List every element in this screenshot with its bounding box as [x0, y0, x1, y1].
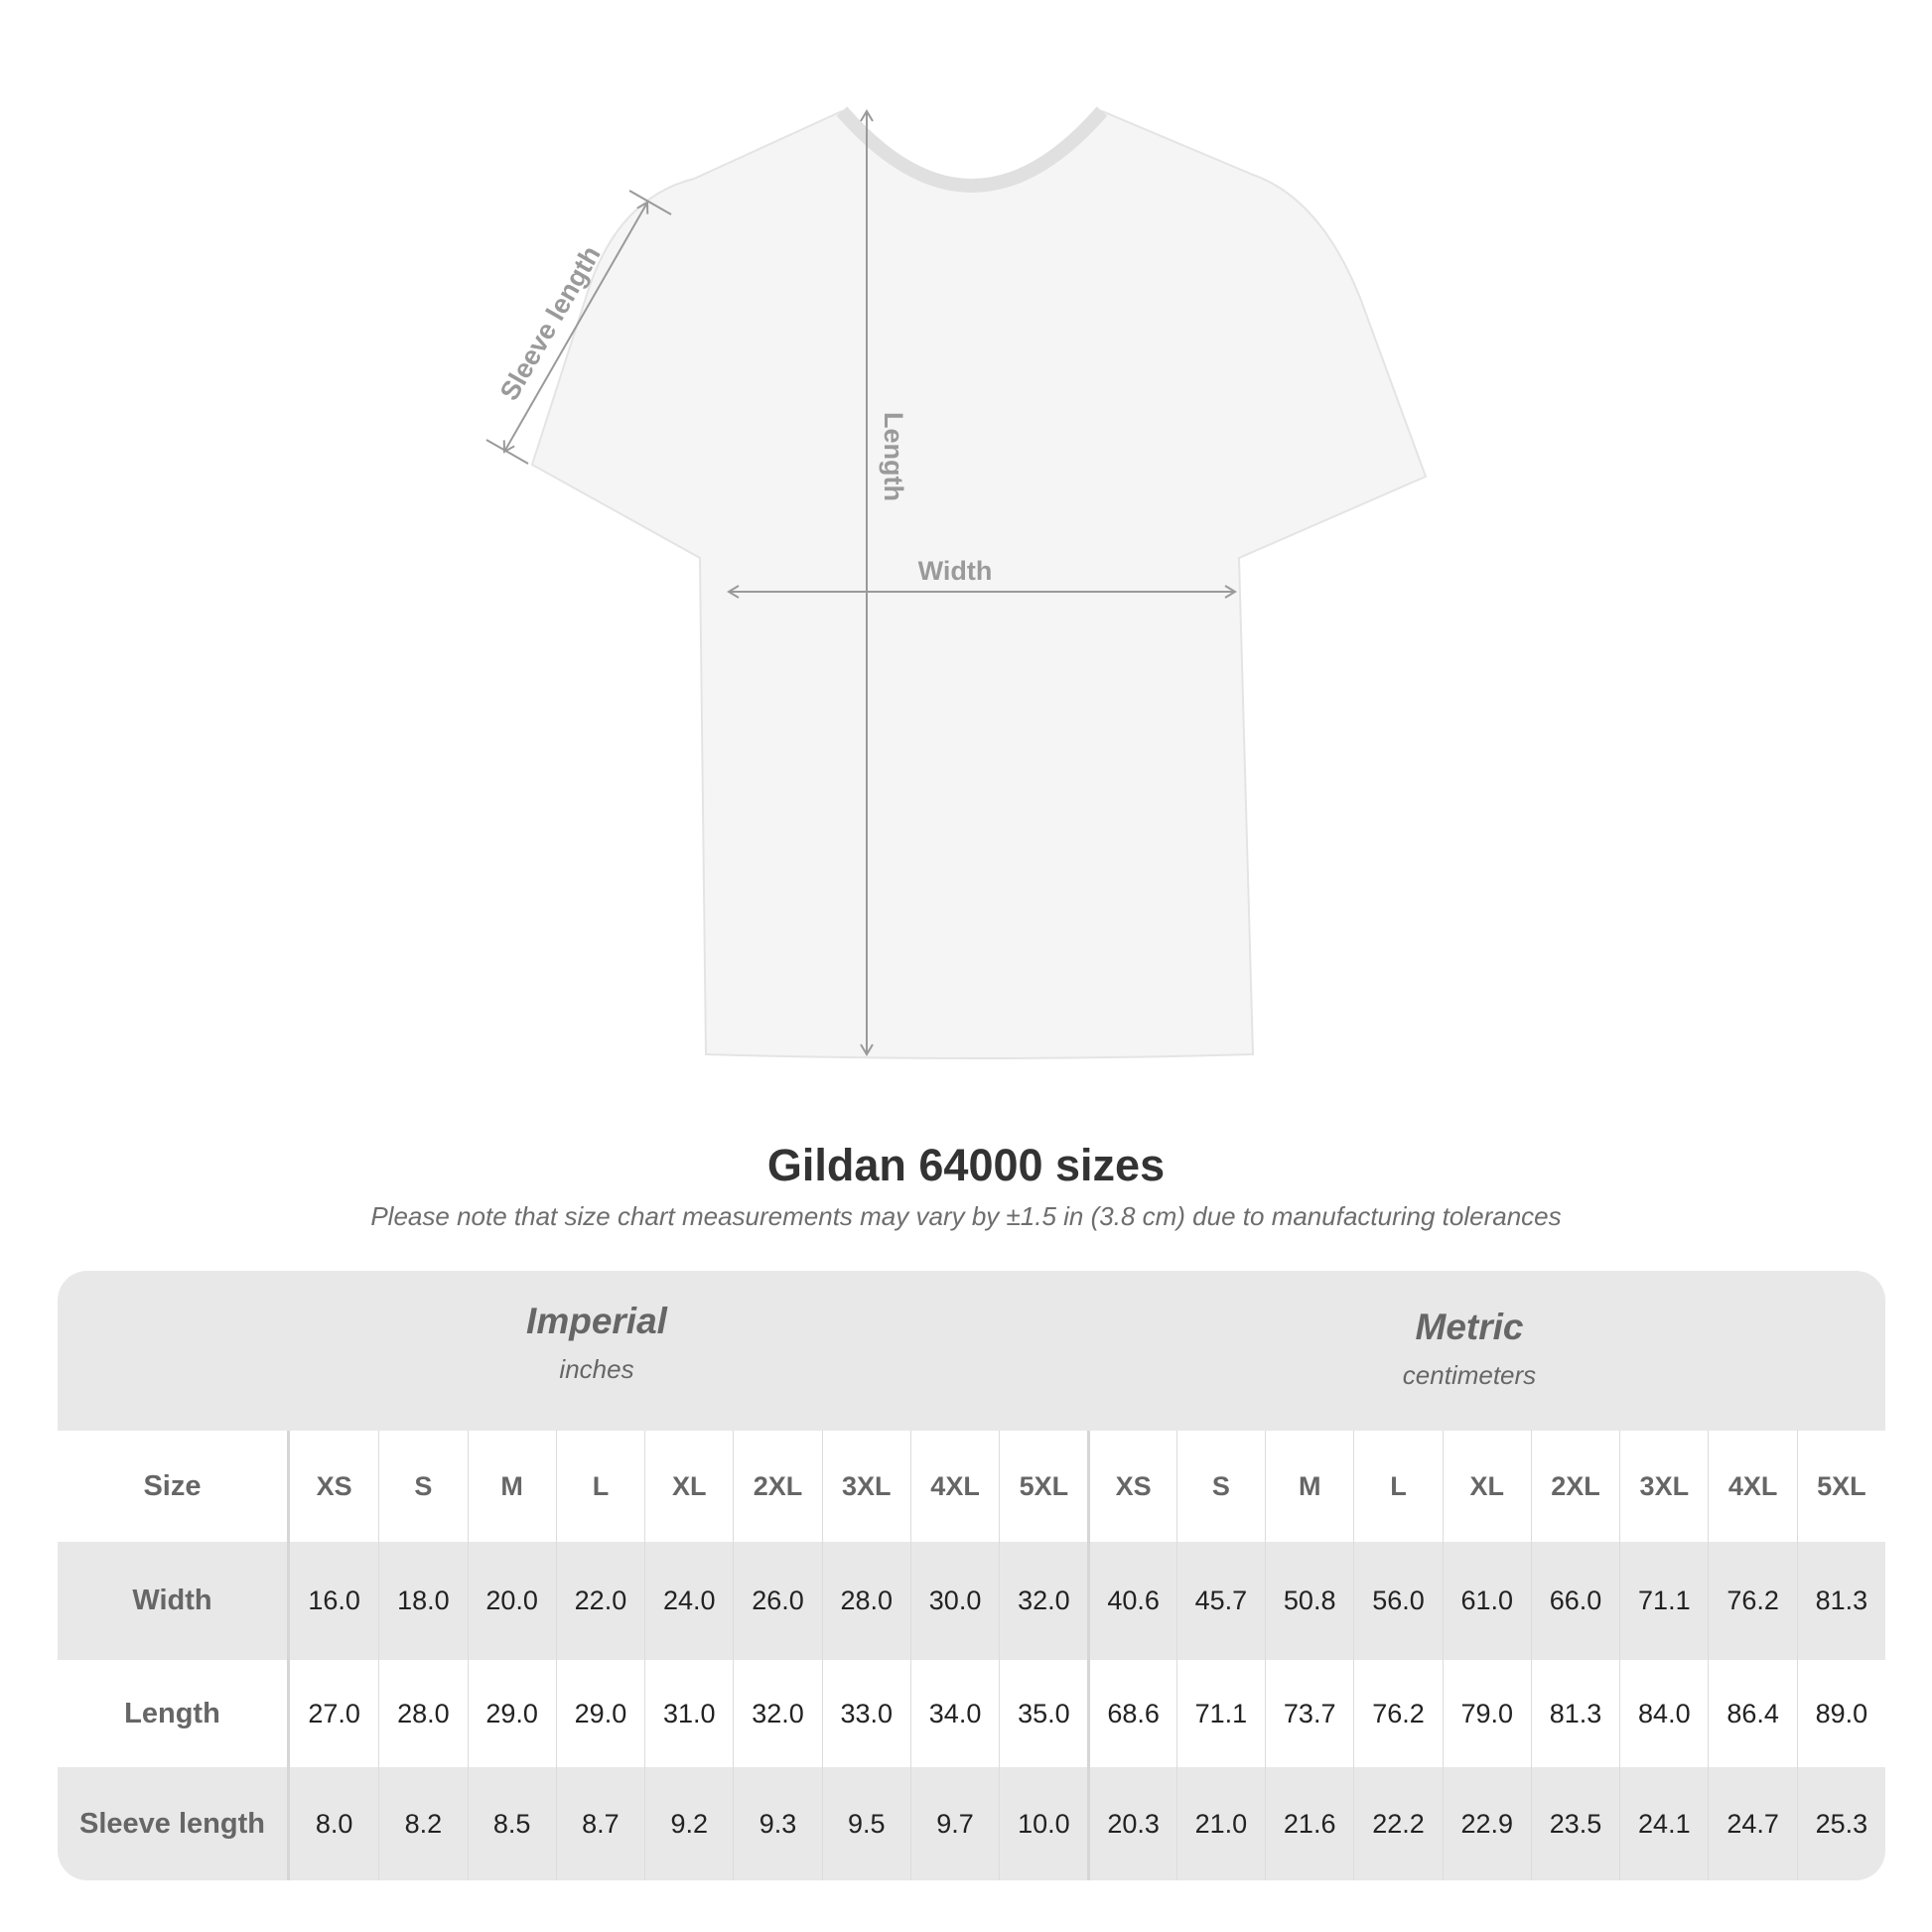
table-cell: 56.0	[1353, 1542, 1442, 1660]
table-cell: 34.0	[909, 1660, 999, 1767]
table-cell: 20.3	[1087, 1767, 1175, 1880]
table-cell: 18.0	[378, 1542, 467, 1660]
table-cell: 22.2	[1353, 1767, 1442, 1880]
table-cell: 89.0	[1796, 1660, 1885, 1767]
table-cell: 9.5	[821, 1767, 910, 1880]
size-header-cell: S	[378, 1431, 467, 1542]
table-row: Width 16.0 18.0 20.0 22.0 24.0 26.0 28.0 30.0 32.…	[58, 1542, 1885, 1660]
page-title: Gildan 64000 sizes	[766, 1140, 1166, 1190]
table-cell: 33.0	[821, 1660, 910, 1767]
table-cell: 24.7	[1708, 1767, 1796, 1880]
table-cell: 50.8	[1265, 1542, 1353, 1660]
table-cell: 30.0	[909, 1542, 999, 1660]
table-row: Sleeve length 8.0 8.2 8.5 8.7 9.2 9.3 9.5 9.7 10.…	[58, 1767, 1885, 1880]
imperial-title: Imperial	[526, 1301, 667, 1341]
size-header-cell: L	[1353, 1431, 1442, 1542]
size-header-cell: 4XL	[1708, 1431, 1796, 1542]
table-cell: 9.2	[644, 1767, 733, 1880]
size-header-cell: 5XL	[1796, 1431, 1885, 1542]
size-header-cell: L	[555, 1431, 644, 1542]
size-header-cell: XS	[316, 1470, 352, 1501]
size-header-cell: M	[1265, 1431, 1353, 1542]
table-cell: 35.0	[999, 1660, 1087, 1767]
size-header-cell: XL	[1442, 1431, 1531, 1542]
metric-header: Metric centimeters	[1172, 1307, 1767, 1391]
table-cell: 24.1	[1619, 1767, 1708, 1880]
table-cell: 79.0	[1442, 1660, 1531, 1767]
table-cell: 8.5	[467, 1767, 556, 1880]
table-row: Length 27.0 28.0 29.0 29.0 31.0 32.0 33.0 34.0 35…	[58, 1660, 1885, 1767]
size-table: Imperial inches Metric centimeters Size X…	[58, 1271, 1885, 1880]
metric-unit: centimeters	[1402, 1360, 1537, 1390]
table-cell: 9.3	[733, 1767, 821, 1880]
table-cell: 76.2	[1708, 1542, 1796, 1660]
table-cell: 8.2	[378, 1767, 467, 1880]
table-cell: 22.9	[1442, 1767, 1531, 1880]
table-cell: 25.3	[1796, 1767, 1885, 1880]
row-label: Width	[58, 1542, 290, 1660]
collar	[836, 106, 1108, 193]
tolerance-note: Please note that size chart measurements…	[370, 1201, 1562, 1231]
table-cell: 8.0	[315, 1808, 353, 1839]
table-cell: 81.3	[1796, 1542, 1885, 1660]
size-header-cell: S	[1175, 1431, 1265, 1542]
table-cell: 84.0	[1619, 1660, 1708, 1767]
width-label: Width	[918, 556, 993, 586]
row-label: Sleeve length	[58, 1767, 290, 1880]
table-cell: 76.2	[1353, 1660, 1442, 1767]
size-header-cell: XL	[644, 1431, 733, 1542]
size-header-cell: 5XL	[999, 1431, 1087, 1542]
table-cell: 28.0	[378, 1660, 467, 1767]
table-cell: 21.6	[1265, 1767, 1353, 1880]
row-label: Size	[58, 1431, 290, 1542]
table-cell: 21.0	[1175, 1767, 1265, 1880]
table-cell: 40.6	[1087, 1542, 1175, 1660]
size-header-cell: 3XL	[821, 1431, 910, 1542]
table-cell: 28.0	[821, 1542, 910, 1660]
metric-title: Metric	[1415, 1307, 1524, 1347]
imperial-header: Imperial inches	[299, 1301, 895, 1385]
table-cell: 61.0	[1442, 1542, 1531, 1660]
table-cell: 68.6	[1087, 1660, 1175, 1767]
table-cell: 23.5	[1530, 1767, 1619, 1880]
table-cell: 16.0	[308, 1586, 360, 1615]
size-header-cell: 3XL	[1619, 1431, 1708, 1542]
table-cell: 71.1	[1619, 1542, 1708, 1660]
table-cell: 10.0	[999, 1767, 1087, 1880]
table-cell: 32.0	[733, 1660, 821, 1767]
units-header: Imperial inches Metric centimeters	[58, 1271, 1885, 1431]
table-cell: 24.0	[644, 1542, 733, 1660]
table-cell: 86.4	[1708, 1660, 1796, 1767]
row-label: Length	[58, 1660, 290, 1767]
size-header-cell: 2XL	[733, 1431, 821, 1542]
table-cell: 22.0	[555, 1542, 644, 1660]
table-cell: 29.0	[467, 1660, 556, 1767]
size-header-cell: XS	[1087, 1431, 1175, 1542]
table-cell: 27.0	[308, 1698, 360, 1728]
length-label: Length	[879, 412, 908, 501]
table-cell: 26.0	[733, 1542, 821, 1660]
table-cell: 32.0	[999, 1542, 1087, 1660]
table-cell: 31.0	[644, 1660, 733, 1767]
imperial-unit: inches	[559, 1354, 634, 1384]
sleeve-arrow	[502, 201, 649, 454]
table-cell: 20.0	[467, 1542, 556, 1660]
table-cell: 8.7	[555, 1767, 644, 1880]
table-cell: 71.1	[1175, 1660, 1265, 1767]
size-header-cell: 2XL	[1530, 1431, 1619, 1542]
table-cell: 9.7	[909, 1767, 999, 1880]
table-cell: 45.7	[1175, 1542, 1265, 1660]
size-header-row: Size XS S M L XL 2XL 3XL 4XL 5XL XS S M L XL 2XL 3XL 4XL 5…	[58, 1431, 1885, 1542]
size-header-cell: 4XL	[909, 1431, 999, 1542]
table-cell: 81.3	[1530, 1660, 1619, 1767]
table-cell: 73.7	[1265, 1660, 1353, 1767]
size-header-cell: M	[467, 1431, 556, 1542]
tshirt-diagram: Length Width Sleeve length	[485, 106, 1428, 1059]
table-cell: 29.0	[555, 1660, 644, 1767]
table-cell: 66.0	[1530, 1542, 1619, 1660]
